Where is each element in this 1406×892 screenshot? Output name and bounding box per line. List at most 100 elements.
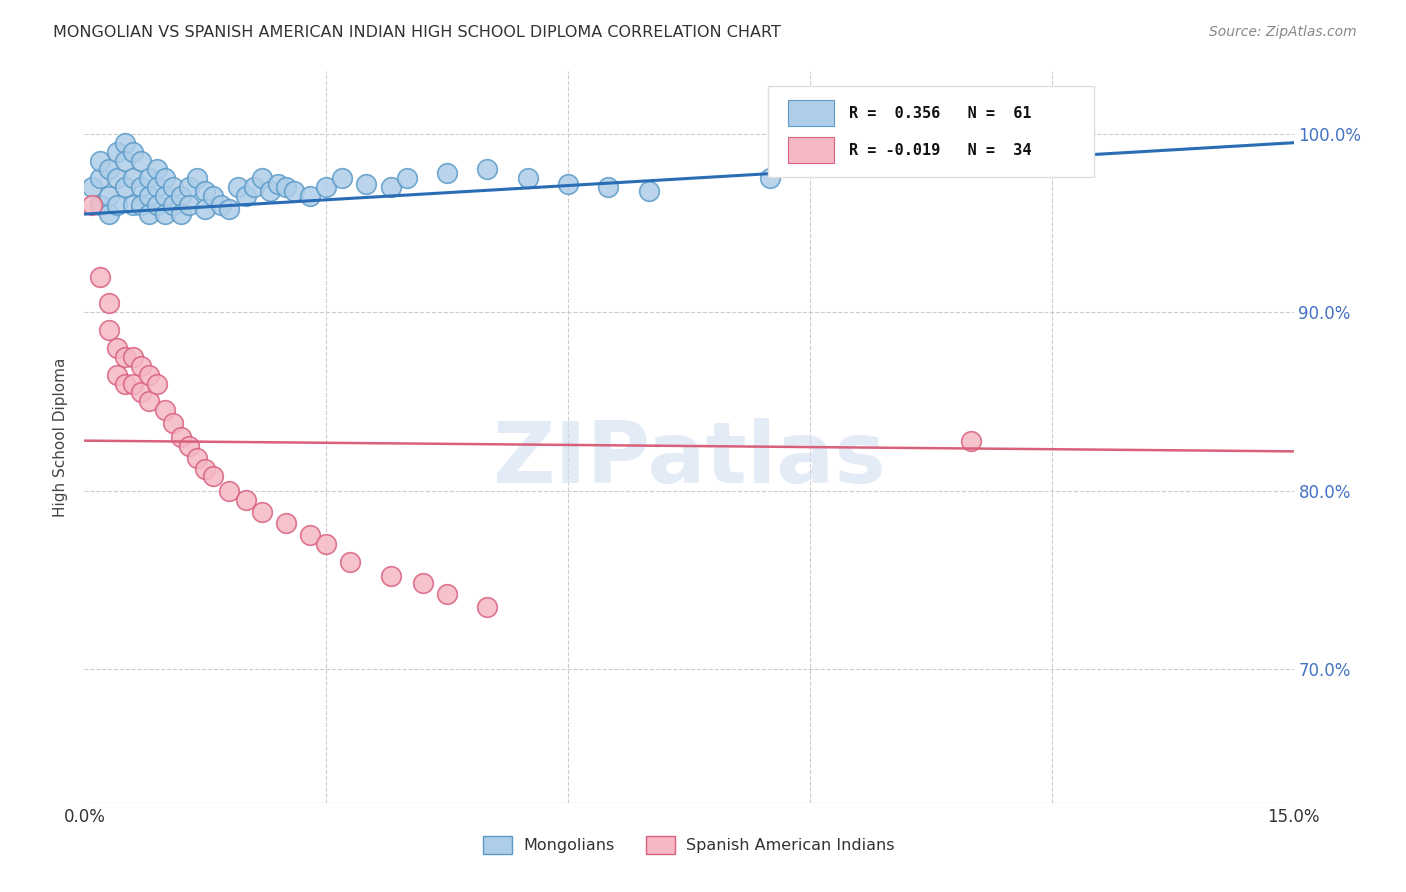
Point	[315, 537, 337, 551]
Point	[114, 153, 136, 168]
Bar	[789, 137, 834, 163]
Point	[477, 162, 499, 177]
Point	[259, 184, 281, 198]
Point	[356, 177, 378, 191]
Point	[299, 528, 322, 542]
Point	[179, 198, 201, 212]
Point	[250, 505, 273, 519]
Point	[146, 376, 169, 391]
Point	[121, 350, 143, 364]
Point	[114, 350, 136, 364]
Point	[105, 145, 128, 159]
Point	[129, 359, 152, 373]
Point	[557, 177, 579, 191]
Point	[97, 189, 120, 203]
Point	[235, 492, 257, 507]
Point	[114, 180, 136, 194]
Point	[186, 451, 208, 466]
Text: ZIPatlas: ZIPatlas	[492, 417, 886, 500]
Point	[153, 189, 176, 203]
Point	[138, 171, 160, 186]
Point	[315, 180, 337, 194]
Point	[179, 439, 201, 453]
Y-axis label: High School Diploma: High School Diploma	[53, 358, 69, 516]
Point	[960, 434, 983, 448]
Point	[162, 180, 184, 194]
Point	[114, 136, 136, 150]
Point	[153, 207, 176, 221]
Point	[194, 462, 217, 476]
Text: MONGOLIAN VS SPANISH AMERICAN INDIAN HIGH SCHOOL DIPLOMA CORRELATION CHART: MONGOLIAN VS SPANISH AMERICAN INDIAN HIG…	[53, 25, 782, 40]
Point	[105, 368, 128, 382]
Point	[218, 483, 240, 498]
Point	[202, 189, 225, 203]
Text: Source: ZipAtlas.com: Source: ZipAtlas.com	[1209, 25, 1357, 39]
Point	[129, 153, 152, 168]
Point	[202, 469, 225, 483]
Point	[598, 180, 620, 194]
Text: R = -0.019   N =  34: R = -0.019 N = 34	[849, 143, 1031, 158]
Point	[186, 171, 208, 186]
Point	[162, 198, 184, 212]
Point	[170, 189, 193, 203]
Point	[97, 296, 120, 310]
Point	[283, 184, 305, 198]
Point	[516, 171, 538, 186]
Point	[637, 184, 659, 198]
Point	[179, 180, 201, 194]
Point	[121, 198, 143, 212]
Point	[170, 207, 193, 221]
Point	[395, 171, 418, 186]
Point	[380, 569, 402, 583]
Point	[242, 180, 264, 194]
Point	[274, 516, 297, 530]
Point	[138, 189, 160, 203]
Point	[146, 162, 169, 177]
Point	[121, 145, 143, 159]
Point	[339, 555, 361, 569]
FancyBboxPatch shape	[768, 86, 1094, 178]
Point	[250, 171, 273, 186]
Point	[129, 198, 152, 212]
Point	[82, 180, 104, 194]
Point	[209, 198, 232, 212]
Point	[129, 180, 152, 194]
Point	[89, 269, 111, 284]
Point	[89, 171, 111, 186]
Point	[97, 207, 120, 221]
Point	[105, 198, 128, 212]
Point	[436, 166, 458, 180]
Point	[162, 416, 184, 430]
Point	[89, 198, 111, 212]
Point	[138, 394, 160, 409]
Point	[412, 576, 434, 591]
Point	[226, 180, 249, 194]
Point	[299, 189, 322, 203]
Point	[121, 376, 143, 391]
Point	[105, 171, 128, 186]
Point	[194, 202, 217, 216]
Point	[330, 171, 353, 186]
Point	[274, 180, 297, 194]
Point	[170, 430, 193, 444]
Point	[129, 385, 152, 400]
Legend: Mongolians, Spanish American Indians: Mongolians, Spanish American Indians	[477, 830, 901, 861]
Point	[380, 180, 402, 194]
Bar	[789, 100, 834, 127]
Point	[267, 177, 290, 191]
Point	[153, 171, 176, 186]
Point	[105, 341, 128, 355]
Point	[121, 171, 143, 186]
Point	[97, 323, 120, 337]
Point	[153, 403, 176, 417]
Point	[436, 587, 458, 601]
Point	[89, 153, 111, 168]
Point	[138, 207, 160, 221]
Point	[97, 162, 120, 177]
Point	[138, 368, 160, 382]
Text: R =  0.356   N =  61: R = 0.356 N = 61	[849, 105, 1031, 120]
Point	[477, 599, 499, 614]
Point	[758, 171, 780, 186]
Point	[146, 198, 169, 212]
Point	[82, 198, 104, 212]
